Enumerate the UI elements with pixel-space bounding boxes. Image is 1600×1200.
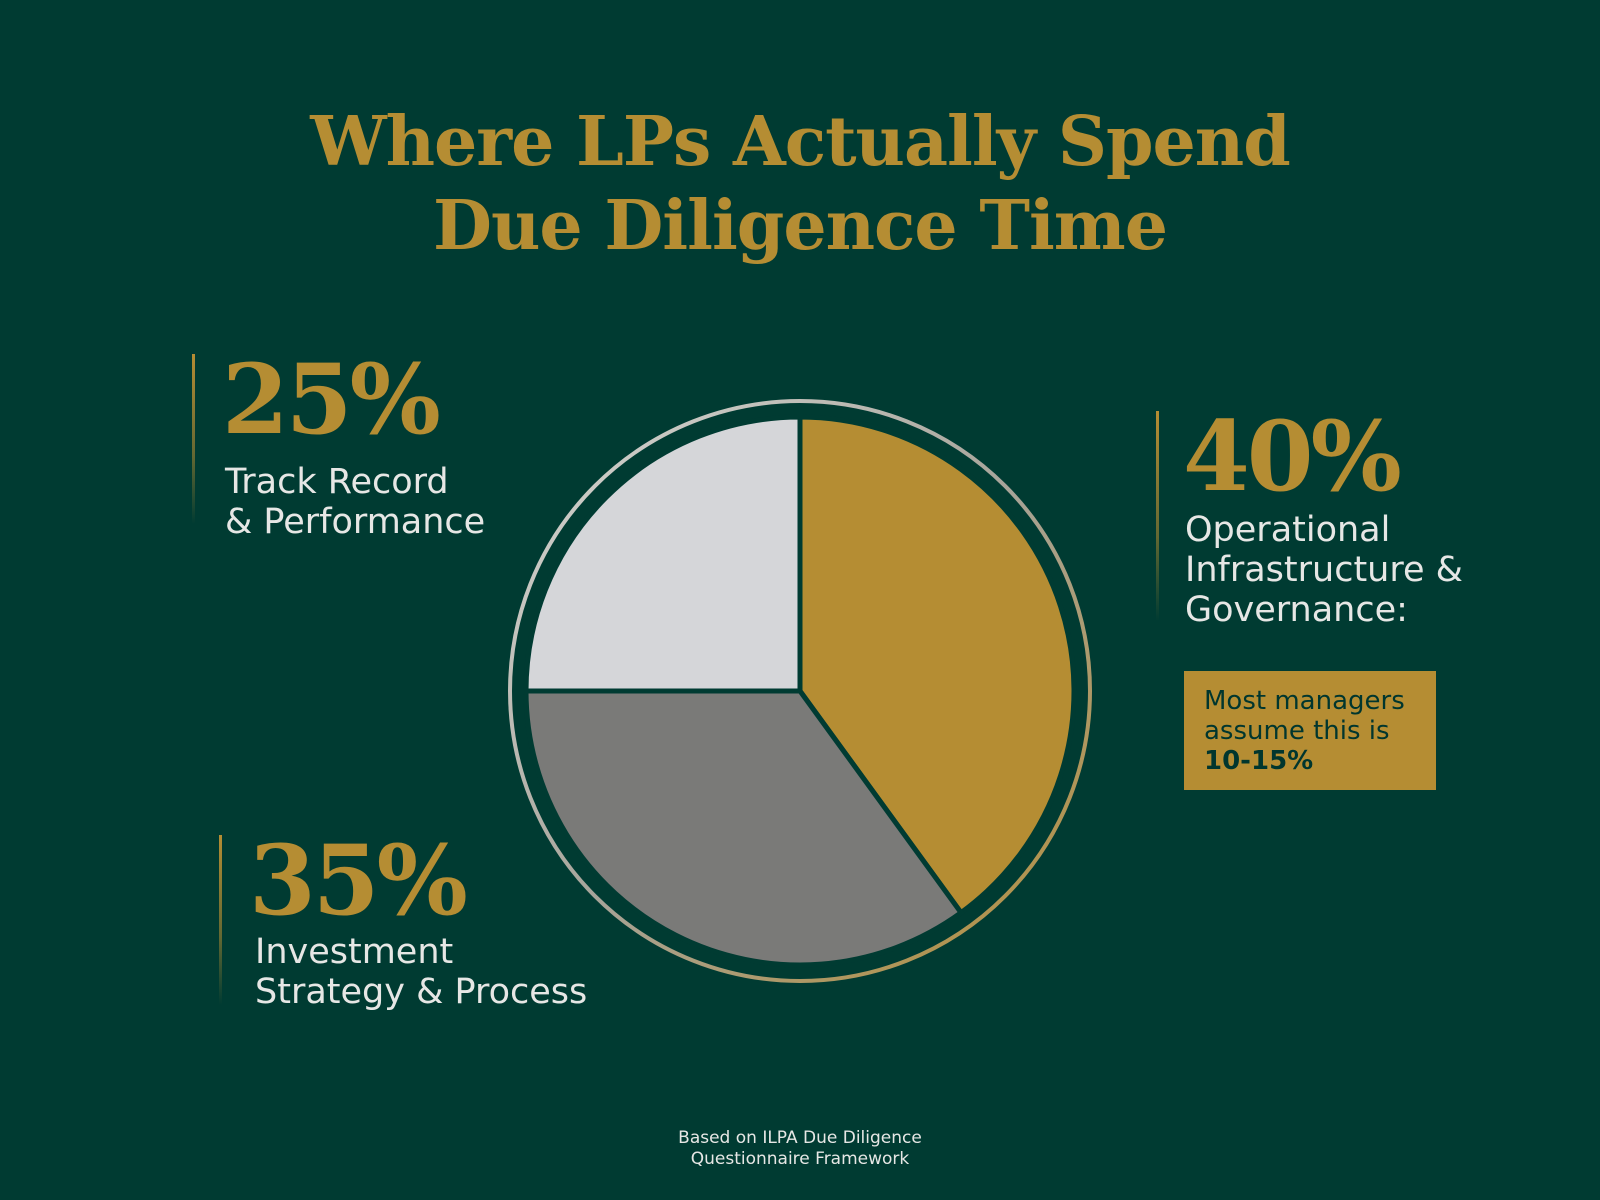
operational-infrastructure-percent: 40% [1183, 400, 1402, 513]
operational-infrastructure-label-line-1: Operational [1185, 510, 1391, 550]
pie-outer-ring [508, 399, 1092, 983]
footnote-line-2: Questionnaire Framework [690, 1149, 910, 1169]
operational-infrastructure-label: Operational Infrastructure & Governance: [1185, 510, 1463, 630]
track-record-label: Track Record & Performance [225, 462, 485, 542]
footnote-line-1: Based on ILPA Due Diligence [678, 1128, 922, 1148]
track-record-label-line-2: & Performance [225, 502, 486, 542]
operational-infrastructure-label-line-2: Infrastructure & [1185, 550, 1463, 590]
callout-accent-bar [192, 354, 195, 524]
title-line-1: Where LPs Actually Spend [310, 102, 1291, 182]
investment-strategy-percent: 35% [249, 824, 468, 937]
operational-infrastructure-label-line-3: Governance: [1185, 590, 1408, 630]
note-line-1: Most managers [1204, 686, 1405, 716]
investment-strategy-label-line-1: Investment [255, 932, 454, 972]
pie-slices [523, 414, 1077, 968]
note-line-2: assume this is [1204, 716, 1390, 746]
assumption-note-box: Most managers assume this is 10-15% [1184, 671, 1436, 790]
source-footnote: Based on ILPA Due Diligence Questionnair… [0, 1128, 1600, 1170]
pie-slice-operational-infrastructure [797, 414, 1077, 917]
pie-slice-investment-strategy [523, 688, 965, 968]
callout-investment-strategy: 35% Investment Strategy & Process [219, 824, 619, 1012]
note-line-3: 10-15% [1204, 746, 1314, 776]
track-record-label-line-1: Track Record [225, 462, 449, 502]
callout-accent-bar [219, 835, 222, 1005]
callout-accent-bar [1156, 411, 1159, 621]
investment-strategy-label: Investment Strategy & Process [255, 932, 587, 1012]
chart-title: Where LPs Actually Spend Due Diligence T… [0, 100, 1600, 268]
callout-track-record: 25% Track Record & Performance [192, 343, 532, 542]
investment-strategy-label-line-2: Strategy & Process [255, 972, 588, 1012]
title-line-2: Due Diligence Time [432, 186, 1168, 266]
callout-operational-infrastructure: 40% Operational Infrastructure & Governa… [1156, 400, 1556, 630]
pie-slice-track-record [523, 414, 803, 694]
track-record-percent: 25% [222, 343, 441, 456]
